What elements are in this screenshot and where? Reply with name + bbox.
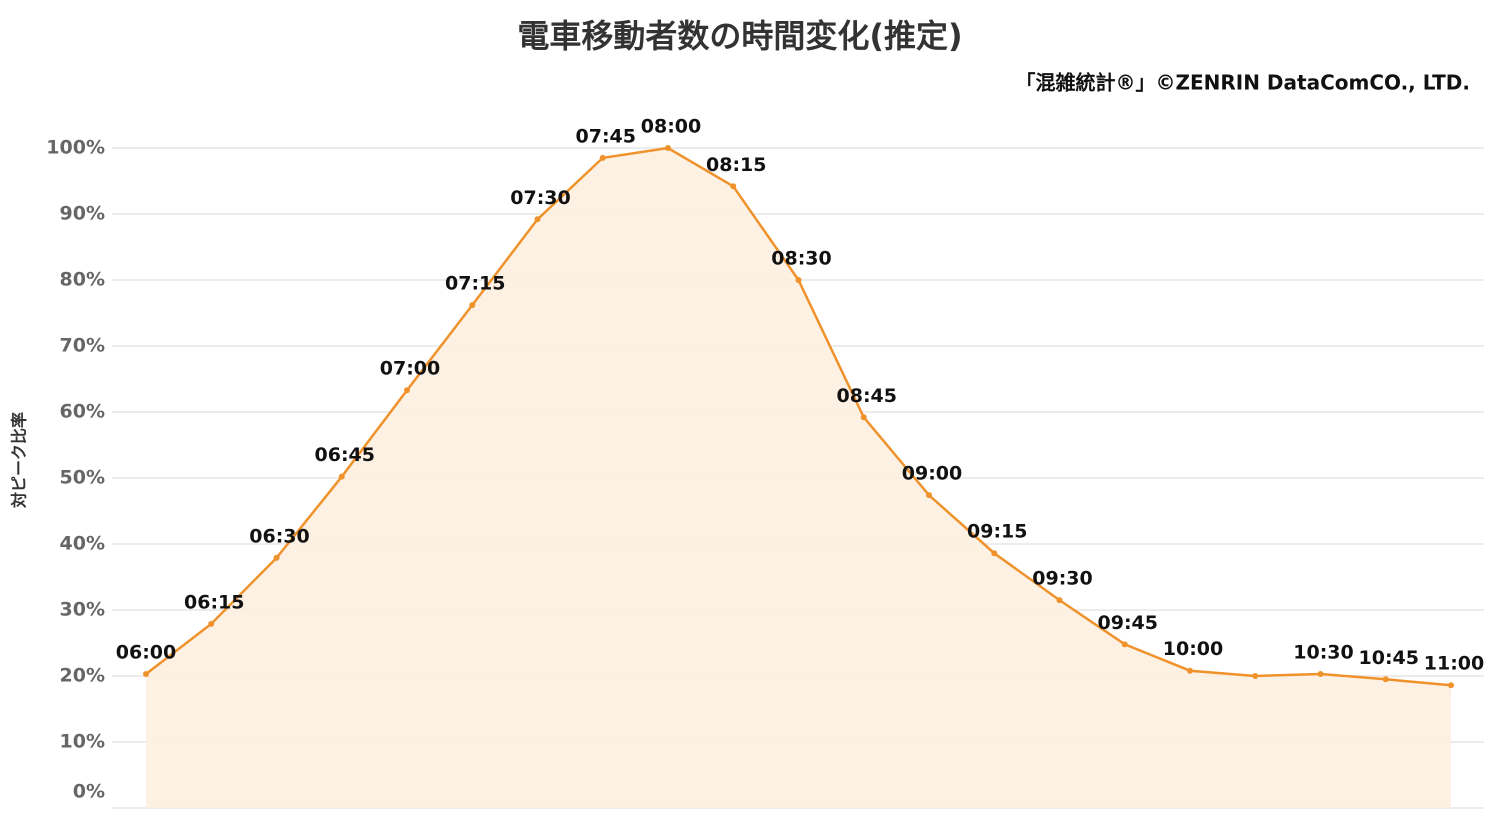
y-tick-label: 10% bbox=[60, 731, 105, 753]
point bbox=[208, 620, 215, 627]
point bbox=[730, 183, 737, 190]
point bbox=[860, 414, 867, 421]
point bbox=[534, 216, 541, 223]
category-label: 08:45 bbox=[837, 385, 897, 407]
y-tick-label: 20% bbox=[60, 665, 105, 687]
y-tick-label: 100% bbox=[46, 137, 105, 159]
category-label: 07:45 bbox=[576, 125, 636, 147]
point bbox=[469, 302, 476, 309]
y-tick-label: 30% bbox=[60, 599, 105, 621]
point bbox=[1187, 667, 1193, 674]
point bbox=[273, 554, 280, 561]
category-label: 06:45 bbox=[315, 444, 375, 466]
point bbox=[665, 145, 671, 151]
y-tick-label: 90% bbox=[60, 203, 105, 225]
point bbox=[1382, 676, 1389, 683]
point bbox=[338, 473, 345, 480]
category-label: 10:45 bbox=[1359, 647, 1419, 669]
category-label: 07:15 bbox=[445, 273, 505, 295]
category-label: 07:30 bbox=[510, 187, 570, 209]
point bbox=[1252, 673, 1259, 679]
category-label: 09:15 bbox=[967, 521, 1027, 543]
category-label: 06:00 bbox=[116, 642, 176, 664]
source-note: 「混雑統計®」©ZENRIN DataComCO., LTD. bbox=[1015, 71, 1470, 95]
category-label: 10:30 bbox=[1293, 642, 1353, 664]
y-tick-label: 80% bbox=[60, 269, 105, 291]
category-label: 07:00 bbox=[380, 358, 440, 380]
category-label: 08:15 bbox=[706, 154, 766, 176]
y-tick-label: 60% bbox=[60, 401, 105, 423]
category-label: 06:15 bbox=[184, 591, 244, 613]
chart-title: 電車移動者数の時間変化(推定) bbox=[517, 17, 962, 55]
point bbox=[1056, 597, 1063, 604]
point bbox=[926, 492, 932, 499]
point bbox=[1448, 682, 1454, 689]
area bbox=[146, 148, 1451, 808]
y-tick-label: 50% bbox=[60, 467, 105, 489]
y-axis-label: 対ピーク比率 bbox=[10, 412, 29, 509]
category-label: 08:30 bbox=[771, 248, 831, 270]
category-label: 11:00 bbox=[1424, 653, 1484, 675]
point bbox=[404, 387, 410, 394]
point bbox=[143, 671, 149, 678]
point bbox=[599, 154, 606, 161]
point bbox=[1121, 641, 1128, 648]
point bbox=[991, 550, 998, 557]
point bbox=[1317, 671, 1324, 678]
y-tick-label: 0% bbox=[73, 781, 105, 803]
y-tick-label: 40% bbox=[60, 533, 105, 555]
category-label: 09:45 bbox=[1098, 612, 1158, 634]
category-label: 09:00 bbox=[902, 463, 962, 485]
category-label: 09:30 bbox=[1032, 568, 1092, 590]
y-tick-label: 70% bbox=[60, 335, 105, 357]
category-label: 06:30 bbox=[249, 525, 309, 547]
category-label: 10:00 bbox=[1163, 638, 1223, 660]
point bbox=[795, 277, 802, 283]
category-label: 08:00 bbox=[641, 116, 701, 138]
